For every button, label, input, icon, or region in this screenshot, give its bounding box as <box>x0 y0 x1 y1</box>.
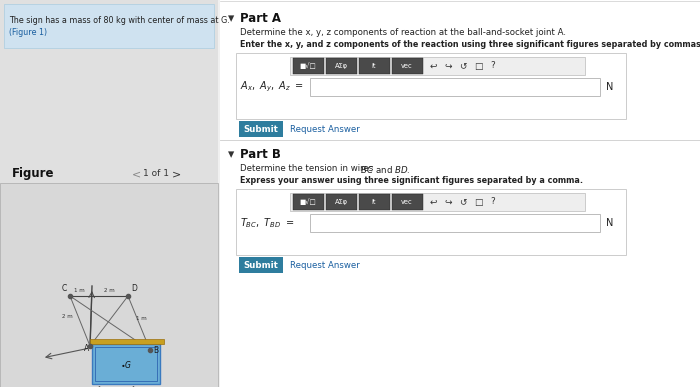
FancyBboxPatch shape <box>326 194 356 210</box>
FancyBboxPatch shape <box>239 257 283 273</box>
FancyBboxPatch shape <box>290 57 585 75</box>
FancyBboxPatch shape <box>358 58 389 74</box>
Text: □: □ <box>474 62 482 70</box>
FancyBboxPatch shape <box>220 0 700 387</box>
Text: N: N <box>606 218 613 228</box>
Text: ▾: ▾ <box>228 12 235 25</box>
Text: ■√□: ■√□ <box>300 63 316 69</box>
FancyBboxPatch shape <box>391 194 423 210</box>
FancyBboxPatch shape <box>290 193 585 211</box>
Text: ↺: ↺ <box>459 62 467 70</box>
FancyBboxPatch shape <box>239 121 283 137</box>
FancyBboxPatch shape <box>310 214 600 232</box>
Text: Submit: Submit <box>244 125 279 134</box>
FancyBboxPatch shape <box>0 0 218 387</box>
Text: ↩: ↩ <box>429 197 437 207</box>
Text: ▾: ▾ <box>228 148 235 161</box>
Text: □: □ <box>474 197 482 207</box>
FancyBboxPatch shape <box>92 344 160 384</box>
Text: Part A: Part A <box>240 12 281 25</box>
Text: 1 m: 1 m <box>74 288 85 293</box>
Text: N: N <box>606 82 613 92</box>
Text: 1 m: 1 m <box>98 386 108 387</box>
Text: 1 of 1: 1 of 1 <box>143 170 169 178</box>
Text: A: A <box>84 344 90 353</box>
Text: Express your answer using three significant figures separated by a comma.: Express your answer using three signific… <box>240 176 583 185</box>
FancyBboxPatch shape <box>293 58 323 74</box>
Text: ?: ? <box>491 62 496 70</box>
Text: Submit: Submit <box>244 260 279 269</box>
Text: ↪: ↪ <box>444 197 452 207</box>
FancyBboxPatch shape <box>4 4 214 48</box>
Text: Part B: Part B <box>240 148 281 161</box>
Text: Figure: Figure <box>12 168 55 180</box>
Text: ↪: ↪ <box>444 62 452 70</box>
Text: it: it <box>372 199 377 205</box>
Text: $T_{BC},\ T_{BD}\ =$: $T_{BC},\ T_{BD}\ =$ <box>240 216 294 230</box>
Text: ↩: ↩ <box>429 62 437 70</box>
FancyBboxPatch shape <box>358 194 389 210</box>
FancyBboxPatch shape <box>326 58 356 74</box>
Text: 1 m: 1 m <box>136 316 147 321</box>
Text: Enter the x, y, and z components of the reaction using three significant figures: Enter the x, y, and z components of the … <box>240 40 700 49</box>
FancyBboxPatch shape <box>293 194 323 210</box>
Text: <: < <box>132 169 141 179</box>
Text: AΣφ: AΣφ <box>335 63 347 69</box>
FancyBboxPatch shape <box>310 78 600 96</box>
Text: 2 m: 2 m <box>104 288 115 293</box>
Text: Determine the tension in wires: Determine the tension in wires <box>240 164 376 173</box>
Text: it: it <box>372 63 377 69</box>
Text: ■√□: ■√□ <box>300 199 316 205</box>
Text: Determine the x, y, z components of reaction at the ball-and-socket joint A.: Determine the x, y, z components of reac… <box>240 28 566 37</box>
Text: $BC$ and $BD$.: $BC$ and $BD$. <box>240 164 410 175</box>
Text: AΣφ: AΣφ <box>335 199 347 205</box>
Text: Request Answer: Request Answer <box>290 260 360 269</box>
Text: B: B <box>153 346 158 355</box>
Text: 1 m: 1 m <box>132 386 143 387</box>
Text: Request Answer: Request Answer <box>290 125 360 134</box>
Text: vec: vec <box>401 63 413 69</box>
Text: 2 m: 2 m <box>62 314 73 319</box>
Text: $\bullet G$: $\bullet G$ <box>120 358 132 370</box>
Text: vec: vec <box>401 199 413 205</box>
Text: >: > <box>172 169 181 179</box>
Text: The sign has a mass of 80 kg with center of mass at G.: The sign has a mass of 80 kg with center… <box>9 16 230 25</box>
Text: (Figure 1): (Figure 1) <box>9 28 47 37</box>
Text: D: D <box>131 284 137 293</box>
Text: ?: ? <box>491 197 496 207</box>
Text: $A_x,\ A_y,\ A_z\ =$: $A_x,\ A_y,\ A_z\ =$ <box>240 80 304 94</box>
Text: C: C <box>62 284 67 293</box>
Text: ↺: ↺ <box>459 197 467 207</box>
FancyBboxPatch shape <box>90 339 164 344</box>
FancyBboxPatch shape <box>391 58 423 74</box>
FancyBboxPatch shape <box>0 183 218 387</box>
